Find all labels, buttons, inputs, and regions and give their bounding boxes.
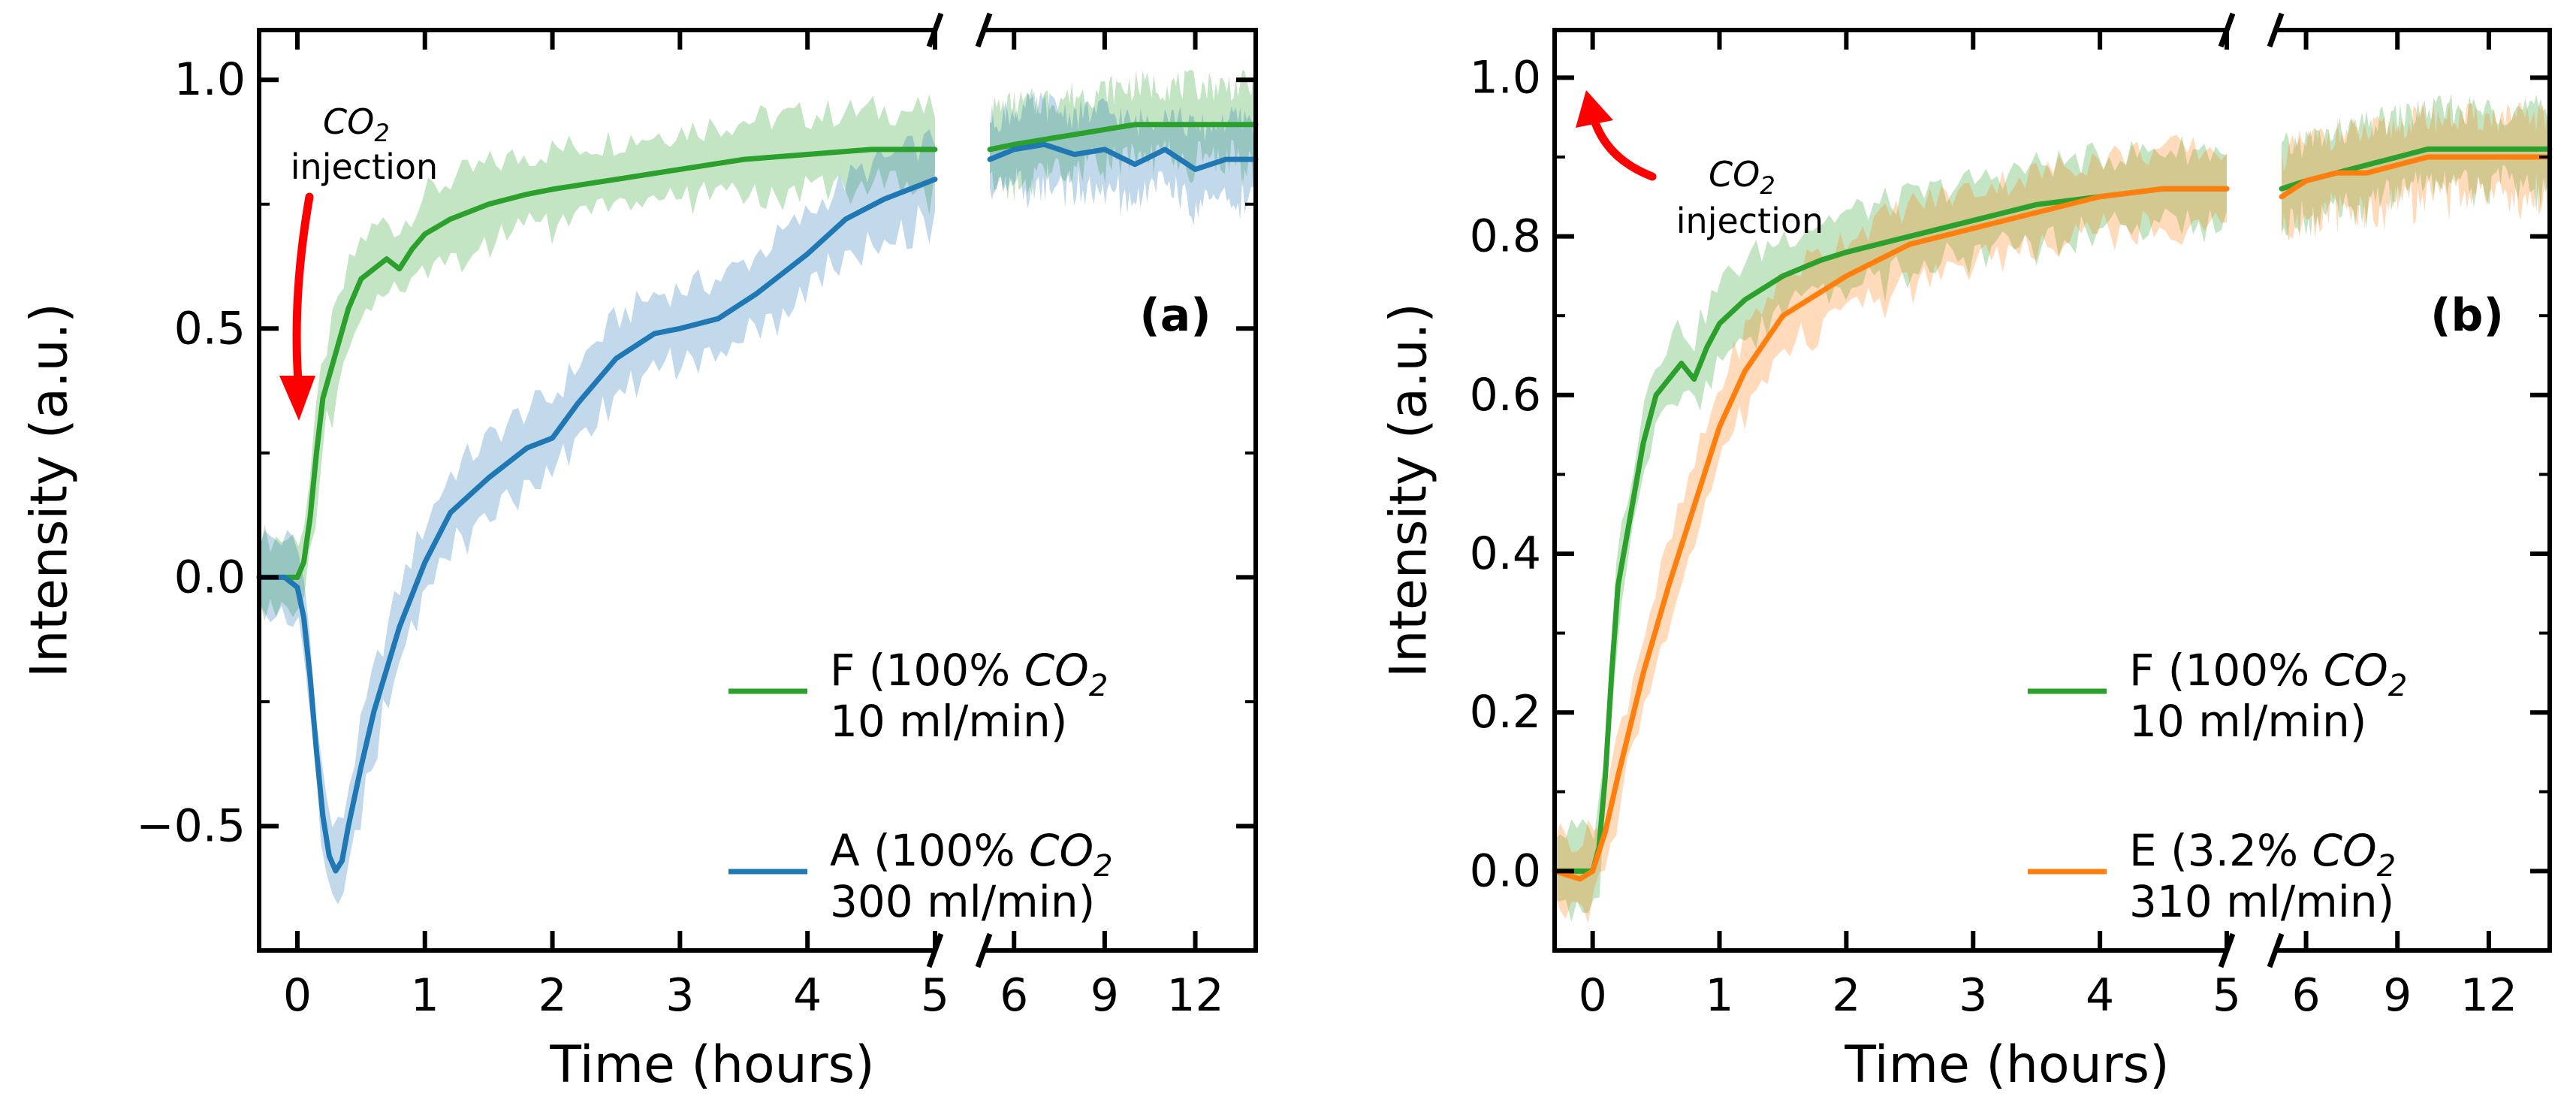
axes-frame-right [984,28,1258,953]
x-tick-label: 2 [538,969,566,1022]
axis-break-mark-icon [975,12,993,48]
x-tick-label: 9 [2383,969,2412,1022]
series-line-orange-right [2279,154,2553,200]
x-tick-label: 3 [1959,969,1987,1022]
annotation-co-text: CO2 [1709,154,1775,200]
panel-a-chart: −0.50.00.51.00 1 2 3 4 5 6 9 12 Time (hours) Int… [20,12,1259,1095]
y-axis-label-a: Intensity (a.u.) [20,303,80,678]
legend-label-sub: 2 [1093,849,1112,884]
legend-label-line2: 10 ml/min) [830,696,1067,747]
x-tick-label: 12 [1166,969,1223,1022]
co2-injection-annotation-a: CO2 injection [279,101,438,421]
legend-label-sub: 2 [2388,669,2407,703]
axis-break-mark-icon [2267,12,2285,48]
legend-label-line2: 300 ml/min) [830,876,1095,927]
x-axis-label-b: Time (hours) [1844,1035,2169,1095]
legend-label-line1: E (3.2% CO2 [2129,825,2396,884]
x-tick-label: 5 [2213,969,2241,1022]
y-tick-label: 0.4 [1470,527,1541,580]
legend-label-line2: 10 ml/min) [2129,696,2366,747]
panel-b-chart: 0.00.20.40.60.81.00 1 2 3 4 5 6 9 12 Time (hours… [1380,12,2553,1095]
series-line-green-left [256,147,938,580]
legend-label-main: F (100% [2129,645,2324,696]
injection-arrowhead-icon [279,376,315,421]
legend-label-co: CO [2312,825,2377,876]
axis-break-mark-icon [975,932,993,968]
series-band-orange-right [2282,101,2550,241]
series-band-green-left [259,94,935,621]
x-tick-label: 0 [1579,969,1607,1022]
injection-arrow-icon [292,192,314,395]
series-band-green-left [1555,135,2227,923]
series-line-blue-right [987,141,1259,172]
legend-label-line2: 310 ml/min) [2129,876,2394,927]
y-tick-label: 0.8 [1470,210,1541,263]
y-tick-label: 0.0 [1470,845,1541,897]
x-tick-label: 1 [411,969,439,1022]
legend-label-main: E (3.2% [2129,825,2312,876]
panel-label-a: (a) [1139,289,1211,342]
y-axis-label-b: Intensity (a.u.) [1380,303,1439,678]
x-axis-label-a: Time (hours) [549,1035,874,1095]
y-tick-label: 0.2 [1470,686,1541,739]
legend-label-main: F (100% [830,645,1024,696]
panel-label-b: (b) [2430,289,2504,342]
series-band-green-right [990,69,1256,202]
y-tick-label: −0.5 [136,799,246,852]
legend-label-line1: A (100% CO2 [830,825,1113,884]
axis-break-mark-icon [2267,932,2285,968]
x-tick-label: 5 [921,969,949,1022]
series-line-orange-left [1552,186,2230,882]
legend-label-co: CO [2324,645,2388,696]
legend-label-line1: F (100% CO2 [830,645,1108,703]
y-tick-label: 1.0 [174,53,246,106]
annotation-co-text: CO2 [323,101,390,147]
x-tick-label: 4 [793,969,822,1022]
legend-label-line1: F (100% CO2 [2129,645,2407,703]
series-band-green-right [2282,93,2550,237]
series-line-blue-left [256,177,938,874]
co2-injection-annotation-b: CO2 injection [1576,90,1823,241]
legend-label-sub: 2 [1089,669,1108,703]
series-line-green-left [1552,186,2230,874]
annotation-co-sub: 2 [1760,171,1775,200]
y-tick-label: 1.0 [1470,51,1541,104]
annotation-injection-text: injection [291,147,438,187]
axes-frame-left [257,28,935,953]
y-tick-label: 0.6 [1470,369,1541,422]
annotation-injection-text: injection [1676,201,1823,241]
annotation-co-sub: 2 [374,119,389,147]
axes-frame-left [1552,28,2227,953]
x-tick-label: 2 [1832,969,1860,1022]
axes-frame-right [2276,28,2552,953]
legend-label-co: CO [1024,645,1089,696]
annotation-co-main: CO [1709,154,1760,195]
annotation-co-main: CO [323,101,374,142]
x-tick-label: 0 [283,969,312,1022]
legend-label-sub: 2 [2377,849,2396,884]
x-tick-label: 6 [1000,969,1028,1022]
legend-label-co: CO [1029,825,1093,876]
y-tick-label: 0.0 [174,551,246,603]
y-tick-label: 0.5 [174,302,246,355]
legend-label-main: A (100% [830,825,1029,876]
x-tick-label: 4 [2086,969,2114,1022]
x-tick-label: 3 [665,969,694,1022]
x-tick-label: 9 [1090,969,1119,1022]
x-tick-label: 1 [1705,969,1733,1022]
x-tick-label: 6 [2291,969,2320,1022]
series-line-green-right [987,122,1259,153]
injection-arrowhead-icon [1576,90,1613,128]
x-tick-label: 12 [2460,969,2517,1022]
